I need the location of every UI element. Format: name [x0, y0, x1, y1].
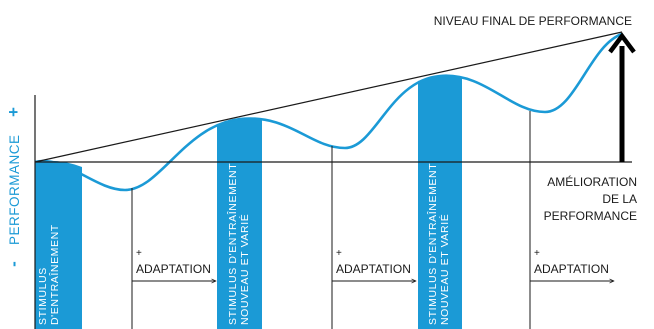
final-level-label: NIVEAU FINAL DE PERFORMANCE	[434, 14, 632, 28]
stimulus-3-line2: NOUVEAU ET VARIÉ	[438, 214, 451, 325]
axis-plus-sign: +	[4, 107, 23, 117]
stimulus-3-line1: STIMULUS D'ENTRAÎNEMENT	[426, 163, 439, 325]
adaptation-label-3: ADAPTATION	[534, 262, 609, 276]
performance-curve	[34, 32, 623, 192]
stimulus-bar-3	[418, 76, 462, 329]
axis-minus-sign: -	[4, 261, 23, 267]
stimulus-bar-2	[217, 117, 262, 329]
stimulus-1-line1: STIMULUS	[37, 267, 49, 325]
stimulus-1-line2: D'ENTRAÎNEMENT	[48, 224, 61, 325]
adaptation-plus-2: +	[336, 248, 342, 259]
stimulus-2-line1: STIMULUS D'ENTRAÎNEMENT	[226, 163, 239, 325]
improvement-label-line3: PERFORMANCE	[544, 209, 637, 223]
improvement-arrow-head	[608, 32, 636, 54]
trend-line	[34, 31, 623, 163]
adaptation-plus-3: +	[534, 248, 540, 259]
adaptation-plus-1: +	[136, 248, 142, 259]
axis-label-performance: PERFORMANCE	[7, 134, 22, 245]
improvement-label-line2: DE LA	[602, 192, 637, 206]
stimulus-bar-1	[35, 160, 82, 329]
adaptation-label-2: ADAPTATION	[336, 262, 411, 276]
improvement-label-line1: AMÉLIORATION	[547, 174, 637, 189]
adaptation-label-1: ADAPTATION	[136, 262, 211, 276]
stimulus-2-line2: NOUVEAU ET VARIÉ	[238, 214, 251, 325]
